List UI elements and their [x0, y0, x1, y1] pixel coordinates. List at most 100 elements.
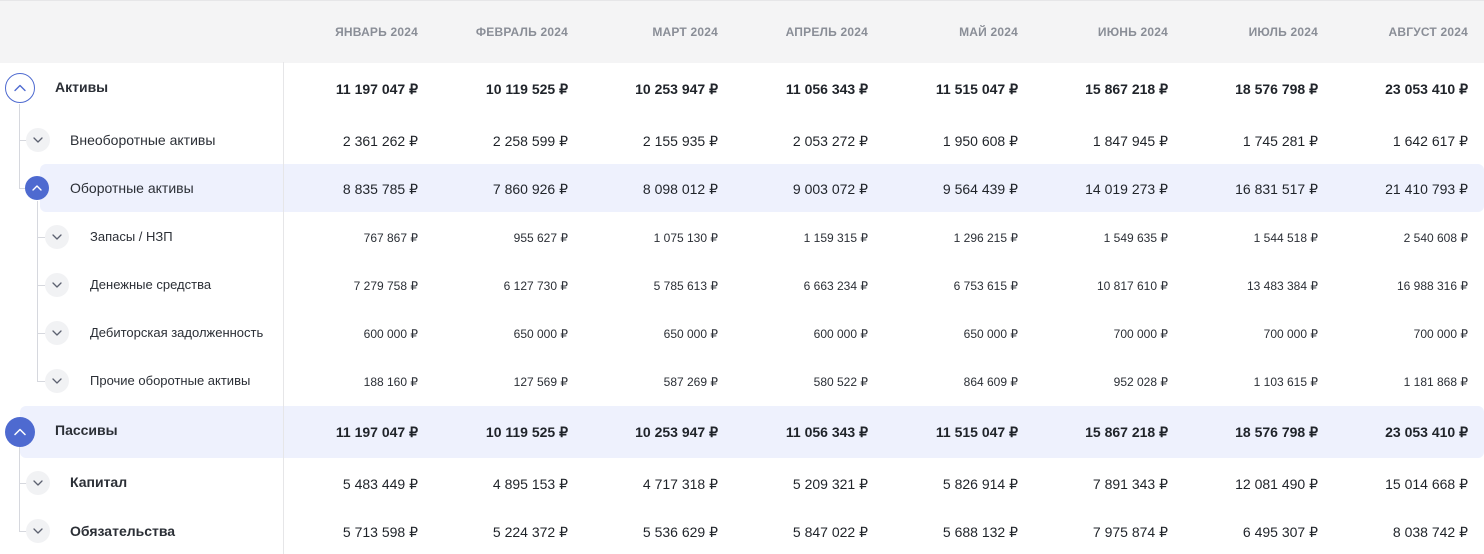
- value-cell: 1 544 518 ₽: [1253, 231, 1318, 245]
- value-cell: 4 895 153 ₽: [492, 476, 568, 492]
- column-header-month: ИЮНЬ 2024: [1097, 25, 1168, 39]
- value-cell: 5 536 629 ₽: [642, 524, 718, 540]
- value-cell: 5 483 449 ₽: [342, 476, 418, 492]
- column-header-month: ЯНВАРЬ 2024: [335, 25, 418, 39]
- tree-line: [19, 140, 27, 141]
- value-cell: 10 119 525 ₽: [485, 81, 568, 97]
- row-label: Запасы / НЗП: [90, 229, 173, 244]
- chevron-down-icon: [33, 528, 43, 534]
- value-cell: 18 576 798 ₽: [1235, 81, 1318, 97]
- value-cell: 1 847 945 ₽: [1092, 133, 1168, 149]
- expand-toggle[interactable]: [26, 519, 50, 543]
- value-cell: 13 483 384 ₽: [1246, 279, 1318, 293]
- value-cell: 1 159 315 ₽: [803, 231, 868, 245]
- expand-toggle[interactable]: [45, 369, 69, 393]
- table-row: Активы 11 197 047 ₽ 10 119 525 ₽ 10 253 …: [0, 62, 1484, 114]
- value-cell: 11 197 047 ₽: [335, 424, 418, 440]
- chevron-down-icon: [33, 480, 43, 486]
- value-cell: 10 817 610 ₽: [1096, 279, 1168, 293]
- value-cell: 15 867 218 ₽: [1085, 424, 1168, 440]
- value-cell: 767 867 ₽: [363, 231, 418, 245]
- value-cell: 1 950 608 ₽: [942, 133, 1018, 149]
- tree-line: [19, 104, 20, 140]
- table-header: ЯНВАРЬ 2024 ФЕВРАЛЬ 2024 МАРТ 2024 АПРЕЛ…: [0, 0, 1484, 63]
- value-cell: 14 019 273 ₽: [1085, 181, 1168, 197]
- collapse-toggle[interactable]: [5, 417, 35, 447]
- expand-toggle[interactable]: [45, 225, 69, 249]
- collapse-toggle[interactable]: [5, 73, 35, 103]
- tree-line: [19, 140, 20, 188]
- value-cell: 700 000 ₽: [1113, 327, 1168, 341]
- value-cell: 5 209 321 ₽: [792, 476, 868, 492]
- chevron-down-icon: [52, 330, 62, 336]
- row-label: Капитал: [70, 474, 128, 490]
- row-label: Пассивы: [55, 422, 118, 438]
- value-cell: 587 269 ₽: [663, 375, 718, 389]
- row-label: Активы: [55, 79, 109, 95]
- tree-line: [19, 483, 27, 484]
- value-cell: 600 000 ₽: [363, 327, 418, 341]
- value-cell: 9 564 439 ₽: [942, 181, 1018, 197]
- chevron-up-icon: [14, 428, 26, 436]
- row-label: Обязательства: [70, 523, 176, 539]
- value-cell: 2 155 935 ₽: [642, 133, 718, 149]
- value-cell: 1 642 617 ₽: [1392, 133, 1468, 149]
- value-cell: 8 038 742 ₽: [1392, 524, 1468, 540]
- value-cell: 6 495 307 ₽: [1242, 524, 1318, 540]
- value-cell: 11 056 343 ₽: [785, 81, 868, 97]
- value-cell: 5 713 598 ₽: [342, 524, 418, 540]
- table-row: Капитал 5 483 449 ₽ 4 895 153 ₽ 4 717 31…: [0, 459, 1484, 507]
- column-divider: [283, 62, 284, 554]
- value-cell: 23 053 410 ₽: [1385, 424, 1468, 440]
- collapse-toggle[interactable]: [25, 176, 49, 200]
- value-cell: 5 847 022 ₽: [792, 524, 868, 540]
- value-cell: 6 663 234 ₽: [803, 279, 868, 293]
- value-cell: 188 160 ₽: [363, 375, 418, 389]
- row-label: Денежные средства: [90, 277, 212, 292]
- value-cell: 2 361 262 ₽: [342, 133, 418, 149]
- value-cell: 12 081 490 ₽: [1235, 476, 1318, 492]
- table-row: Дебиторская задолженность 600 000 ₽ 650 …: [0, 309, 1484, 357]
- chevron-down-icon: [52, 378, 62, 384]
- value-cell: 23 053 410 ₽: [1385, 81, 1468, 97]
- expand-toggle[interactable]: [45, 321, 69, 345]
- chevron-down-icon: [52, 282, 62, 288]
- value-cell: 15 867 218 ₽: [1085, 81, 1168, 97]
- column-header-month: ИЮЛЬ 2024: [1248, 25, 1318, 39]
- value-cell: 864 609 ₽: [963, 375, 1018, 389]
- value-cell: 6 753 615 ₽: [953, 279, 1018, 293]
- value-cell: 700 000 ₽: [1263, 327, 1318, 341]
- tree-line: [37, 201, 38, 381]
- chevron-down-icon: [33, 137, 43, 143]
- column-header-month: АВГУСТ 2024: [1388, 25, 1468, 39]
- value-cell: 6 127 730 ₽: [503, 279, 568, 293]
- tree-line: [19, 531, 27, 532]
- value-cell: 7 860 926 ₽: [492, 181, 568, 197]
- value-cell: 11 515 047 ₽: [935, 81, 1018, 97]
- table-row: Пассивы 11 197 047 ₽ 10 119 525 ₽ 10 253…: [0, 406, 1484, 458]
- table-row: Запасы / НЗП 767 867 ₽ 955 627 ₽ 1 075 1…: [0, 213, 1484, 261]
- value-cell: 2 540 608 ₽: [1403, 231, 1468, 245]
- table-row: Обязательства 5 713 598 ₽ 5 224 372 ₽ 5 …: [0, 507, 1484, 554]
- value-cell: 5 224 372 ₽: [492, 524, 568, 540]
- value-cell: 650 000 ₽: [663, 327, 718, 341]
- value-cell: 4 717 318 ₽: [642, 476, 718, 492]
- value-cell: 1 549 635 ₽: [1103, 231, 1168, 245]
- row-label: Прочие оборотные активы: [90, 373, 251, 388]
- value-cell: 9 003 072 ₽: [792, 181, 868, 197]
- value-cell: 8 098 012 ₽: [642, 181, 718, 197]
- expand-toggle[interactable]: [45, 273, 69, 297]
- value-cell: 5 826 914 ₽: [942, 476, 1018, 492]
- tree-line: [37, 381, 45, 382]
- value-cell: 7 975 874 ₽: [1092, 524, 1168, 540]
- expand-toggle[interactable]: [26, 128, 50, 152]
- value-cell: 955 627 ₽: [513, 231, 568, 245]
- expand-toggle[interactable]: [26, 471, 50, 495]
- value-cell: 11 197 047 ₽: [335, 81, 418, 97]
- chevron-down-icon: [52, 234, 62, 240]
- value-cell: 1 296 215 ₽: [953, 231, 1018, 245]
- column-header-month: МАРТ 2024: [652, 25, 718, 39]
- tree-line: [19, 188, 27, 189]
- value-cell: 11 056 343 ₽: [785, 424, 868, 440]
- tree-line: [37, 333, 45, 334]
